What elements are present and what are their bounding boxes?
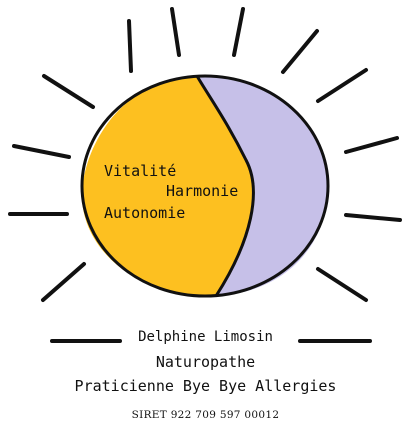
- sun-ray: [12, 144, 71, 159]
- sun-ray: [316, 68, 368, 103]
- sun-word-autonomy: Autonomie: [104, 204, 185, 222]
- sun-ray: [344, 213, 402, 222]
- sun-ray: [316, 267, 368, 302]
- sun-ray: [41, 262, 86, 302]
- sun-right-half: [197, 75, 328, 296]
- practitioner-name: Delphine Limosin: [138, 329, 273, 345]
- sun-ray: [344, 136, 399, 154]
- sun-outline: [80, 74, 330, 298]
- siret-number: SIRET 922 709 597 00012: [131, 409, 280, 421]
- sun-left-half: [82, 76, 254, 297]
- sun-ray: [127, 19, 133, 73]
- sun-divider: [195, 75, 255, 297]
- practice-title: Praticienne Bye Bye Allergies: [74, 377, 337, 395]
- practitioner-role: Naturopathe: [155, 353, 256, 371]
- sun-word-vitality: Vitalité: [104, 162, 176, 180]
- sun-ray: [281, 29, 319, 74]
- sun-ray: [42, 74, 95, 109]
- sun-word-harmony: Harmonie: [166, 182, 238, 200]
- sun-ray: [232, 7, 245, 57]
- sun-rays: [8, 7, 402, 302]
- sun-ray: [170, 7, 181, 57]
